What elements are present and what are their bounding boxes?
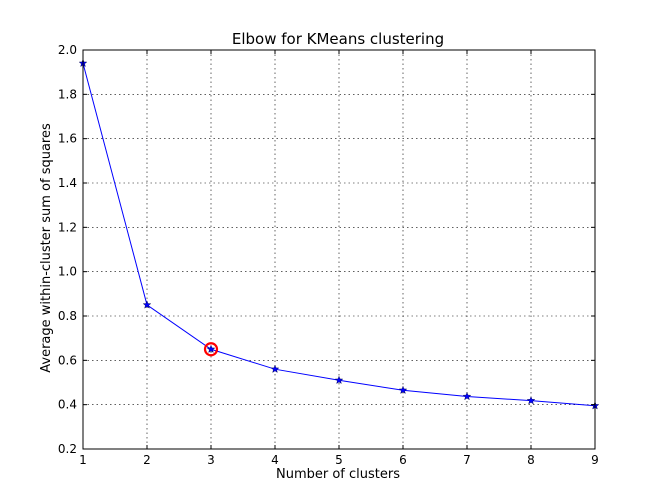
ticks: 1 2 3 4 5 6 7 8 9 0.2 0.4 0.6 0.8 1.0 1.2 1.4 1.6 1.8 2.0: [58, 43, 599, 467]
y-tick-label: 1.4: [58, 176, 77, 190]
x-axis-label: Number of clusters: [276, 467, 400, 482]
y-tick-label: 0.6: [58, 353, 77, 367]
x-tick-label: 3: [207, 453, 215, 467]
y-tick-label: 0.2: [58, 442, 77, 456]
y-tick-label: 2.0: [58, 43, 77, 57]
y-axis-label: Average within-cluster sum of squares: [39, 123, 54, 373]
y-tick-label: 0.4: [58, 398, 77, 412]
x-tick-label: 5: [335, 453, 343, 467]
x-tick-label: 6: [399, 453, 407, 467]
x-tick-label: 8: [527, 453, 535, 467]
y-tick-label: 1.0: [58, 265, 77, 279]
x-tick-label: 4: [271, 453, 279, 467]
data-point-marker: [334, 375, 344, 384]
y-tick-label: 1.8: [58, 87, 77, 101]
series-layer: [78, 58, 600, 410]
y-tick-label: 1.2: [58, 220, 77, 234]
x-tick-label: 7: [463, 453, 471, 467]
y-tick-label: 1.6: [58, 132, 77, 146]
data-point-marker: [142, 300, 152, 309]
y-tick-label: 0.8: [58, 309, 77, 323]
data-point-marker: [398, 385, 408, 394]
data-point-marker: [462, 391, 472, 401]
x-tick-label: 1: [79, 453, 87, 467]
data-point-marker: [526, 396, 536, 405]
chart-title: Elbow for KMeans clustering: [232, 30, 444, 48]
data-point-marker: [206, 344, 216, 353]
data-point-marker: [270, 364, 280, 373]
grid: [83, 50, 595, 449]
highlight-layer: [203, 342, 219, 357]
elbow-highlight-circle: [203, 342, 219, 357]
x-tick-label: 2: [143, 453, 151, 467]
x-tick-label: 9: [591, 453, 599, 467]
